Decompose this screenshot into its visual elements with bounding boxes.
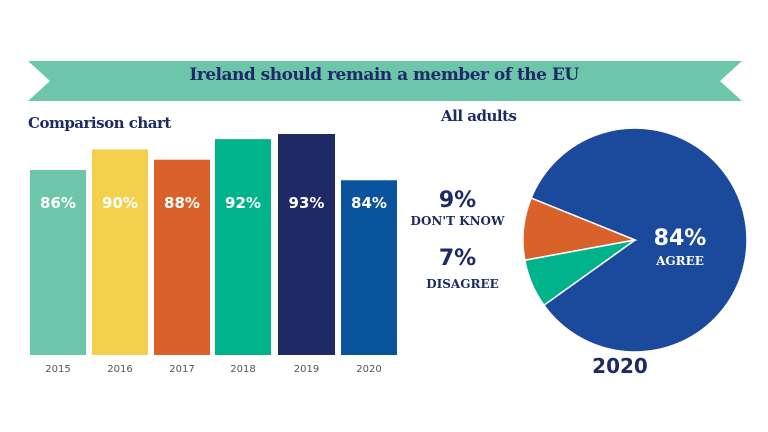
bar-2017 <box>154 159 210 355</box>
bar-label: 92% <box>225 194 261 212</box>
pie-slice-disagree <box>523 239 636 307</box>
bar-2019 <box>278 134 335 355</box>
disagree-label: DISAGREE <box>426 277 499 291</box>
bar-label: 93% <box>289 194 325 212</box>
pie-chart-title: All adults <box>441 107 517 125</box>
year-tick: 2015 <box>45 364 70 375</box>
bar-label: 88% <box>164 194 200 212</box>
dontknow-value: 9% <box>438 188 477 213</box>
year-tick: 2017 <box>169 364 194 375</box>
year-tick: 2020 <box>356 364 381 375</box>
bar-label: 90% <box>102 194 138 212</box>
pie-caption: 2020 <box>592 354 648 378</box>
dontknow-label: DON'T KNOW <box>410 214 505 228</box>
bar-2020 <box>341 180 397 355</box>
bar-label: 86% <box>40 194 76 212</box>
bar-2016 <box>92 149 148 355</box>
year-tick: 2018 <box>230 364 255 375</box>
chart-title: Ireland should remain a member of the EU <box>189 65 579 85</box>
agree-value: 84% <box>653 226 707 251</box>
pie-slice-agree <box>530 127 748 353</box>
disagree-value: 7% <box>438 246 477 271</box>
year-tick: 2016 <box>107 364 132 375</box>
bar-2018 <box>215 139 271 355</box>
year-tick: 2019 <box>294 364 319 375</box>
bar-2015 <box>30 169 86 355</box>
bar-chart-title: Comparison chart <box>28 114 171 132</box>
bar-label: 84% <box>351 194 387 212</box>
agree-label: AGREE <box>656 254 704 268</box>
